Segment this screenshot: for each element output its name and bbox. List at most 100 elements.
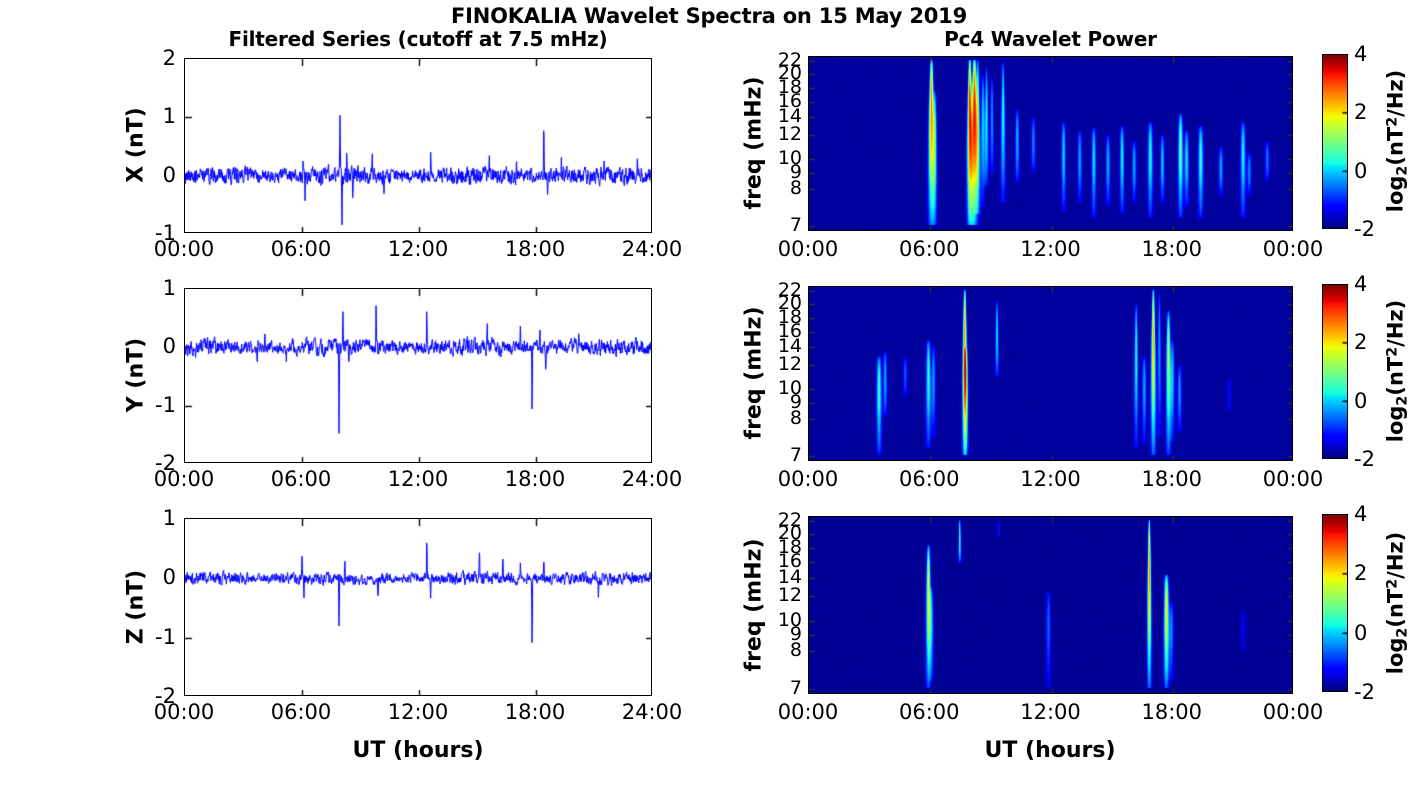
ftick-panel-y-wavelet-5: 12 bbox=[777, 352, 802, 375]
ftick-panel-y-wavelet-4: 14 bbox=[777, 335, 802, 358]
ytick-panel-z-series-3: -2 bbox=[155, 684, 176, 708]
colorbar-label-row1: log2(nT2/Hz) bbox=[1384, 70, 1411, 213]
cb-open: (nT bbox=[1383, 588, 1408, 628]
xtick-panel-y-wavelet-1: 06:00 bbox=[898, 467, 960, 491]
ytick-panel-y-series-0: 1 bbox=[162, 276, 176, 300]
cb-close: /Hz) bbox=[1383, 299, 1408, 347]
right-column-title: Pc4 Wavelet Power bbox=[944, 27, 1157, 51]
ftick-panel-x-wavelet-9: 7 bbox=[789, 213, 802, 236]
cbtick-row3-2: 0 bbox=[1354, 620, 1368, 645]
ftick-panel-y-wavelet-8: 8 bbox=[789, 407, 802, 430]
xlabel-left: UT (hours) bbox=[352, 738, 484, 763]
ftick-panel-y-wavelet-0: 22 bbox=[777, 279, 802, 302]
ftick-panel-z-wavelet-0: 22 bbox=[777, 509, 802, 532]
ytick-panel-y-series-3: -2 bbox=[155, 451, 176, 475]
xtick-panel-x-wavelet-2: 12:00 bbox=[1020, 237, 1081, 261]
plot-x-filtered-series bbox=[184, 58, 652, 233]
ftick-panel-z-wavelet-1: 20 bbox=[777, 521, 802, 544]
xtick-panel-x-series-0: 00:00 bbox=[153, 237, 215, 261]
cb-open: (nT bbox=[1383, 356, 1408, 396]
left-column-title: Filtered Series (cutoff at 7.5 mHz) bbox=[228, 27, 608, 51]
ftick-panel-z-wavelet-9: 7 bbox=[789, 676, 802, 699]
ytick-panel-x-series-1: 1 bbox=[162, 104, 176, 129]
xtick-panel-y-wavelet-0: 00:00 bbox=[777, 467, 839, 491]
ftick-panel-y-wavelet-3: 16 bbox=[777, 319, 802, 342]
xtick-panel-z-wavelet-4: 00:00 bbox=[1262, 700, 1324, 724]
xtick-panel-y-series-1: 06:00 bbox=[270, 467, 332, 491]
ftick-panel-x-wavelet-1: 20 bbox=[777, 61, 802, 84]
figure-title: FINOKALIA Wavelet Spectra on 15 May 2019 bbox=[451, 4, 967, 28]
ftick-panel-y-wavelet-6: 10 bbox=[777, 377, 802, 400]
ftick-panel-z-wavelet-6: 10 bbox=[777, 609, 802, 632]
ytick-panel-x-series-0: 2 bbox=[162, 46, 176, 70]
ftick-panel-x-wavelet-8: 8 bbox=[789, 177, 802, 200]
ftick-panel-y-wavelet-7: 9 bbox=[789, 391, 802, 414]
cbtick-row3-1: 2 bbox=[1354, 561, 1368, 586]
plot-y-wavelet-power bbox=[808, 286, 1293, 461]
xtick-panel-y-series-3: 18:00 bbox=[504, 467, 566, 491]
cbtick-row1-3: -2 bbox=[1354, 217, 1375, 241]
xtick-panel-x-series-2: 12:00 bbox=[387, 237, 449, 261]
xlabel-right: UT (hours) bbox=[984, 738, 1116, 763]
xtick-panel-z-series-0: 00:00 bbox=[153, 700, 215, 724]
cb-log-text: log bbox=[1383, 637, 1408, 675]
ftick-panel-z-wavelet-2: 18 bbox=[777, 536, 802, 559]
ftick-panel-z-wavelet-3: 16 bbox=[777, 550, 802, 573]
xtick-panel-z-wavelet-2: 12:00 bbox=[1020, 700, 1081, 724]
cbtick-row2-3: -2 bbox=[1354, 447, 1375, 471]
xtick-panel-y-wavelet-3: 18:00 bbox=[1141, 467, 1203, 491]
ytick-panel-y-series-1: 0 bbox=[162, 334, 176, 359]
xtick-panel-z-series-4: 24:00 bbox=[621, 700, 683, 724]
cbtick-row2-0: 4 bbox=[1354, 272, 1368, 296]
cbtick-row1-0: 4 bbox=[1354, 42, 1368, 66]
xtick-panel-y-wavelet-2: 12:00 bbox=[1020, 467, 1081, 491]
cbtick-row2-2: 0 bbox=[1354, 388, 1368, 413]
ftick-panel-y-wavelet-1: 20 bbox=[777, 291, 802, 314]
ftick-panel-z-wavelet-8: 8 bbox=[789, 639, 802, 662]
cb-sup: 2 bbox=[1384, 578, 1401, 589]
ftick-panel-y-wavelet-9: 7 bbox=[789, 443, 802, 466]
xtick-panel-y-series-2: 12:00 bbox=[387, 467, 449, 491]
colorbar-row3 bbox=[1322, 514, 1348, 692]
ytick-panel-z-series-0: 1 bbox=[162, 506, 176, 530]
colorbar-label-row3: log2(nT2/Hz) bbox=[1384, 532, 1411, 675]
xtick-panel-y-series-4: 24:00 bbox=[621, 467, 683, 491]
xtick-panel-x-series-1: 06:00 bbox=[270, 237, 332, 261]
cbtick-row1-2: 0 bbox=[1354, 158, 1368, 183]
cbtick-row2-1: 2 bbox=[1354, 330, 1368, 355]
cbtick-row3-0: 4 bbox=[1354, 502, 1368, 526]
xtick-panel-z-series-3: 18:00 bbox=[504, 700, 566, 724]
plot-x-wavelet-power bbox=[808, 56, 1293, 231]
cb-log-text: log bbox=[1383, 175, 1408, 213]
cbtick-row1-1: 2 bbox=[1354, 100, 1368, 125]
plot-z-wavelet-power bbox=[808, 516, 1293, 694]
cb-log-text: log bbox=[1383, 405, 1408, 443]
xtick-panel-z-wavelet-1: 06:00 bbox=[898, 700, 960, 724]
ytick-panel-z-series-2: -1 bbox=[155, 624, 176, 649]
xtick-panel-z-wavelet-3: 18:00 bbox=[1141, 700, 1203, 724]
cb-close: /Hz) bbox=[1383, 69, 1408, 117]
cb-open: (nT bbox=[1383, 126, 1408, 166]
ftick-panel-z-wavelet-4: 14 bbox=[777, 566, 802, 589]
colorbar-row1 bbox=[1322, 54, 1348, 229]
ftick-panel-x-wavelet-5: 12 bbox=[777, 122, 802, 145]
ftick-panel-z-wavelet-5: 12 bbox=[777, 584, 802, 607]
xtick-panel-x-wavelet-4: 00:00 bbox=[1262, 237, 1324, 261]
cb-log-sub: 2 bbox=[1394, 165, 1411, 176]
ytick-panel-x-series-2: 0 bbox=[162, 162, 176, 187]
ftick-panel-x-wavelet-3: 16 bbox=[777, 89, 802, 112]
cb-close: /Hz) bbox=[1383, 531, 1408, 579]
ftick-panel-x-wavelet-7: 9 bbox=[789, 161, 802, 184]
xtick-panel-x-series-4: 24:00 bbox=[621, 237, 683, 261]
ftick-panel-x-wavelet-6: 10 bbox=[777, 147, 802, 170]
xtick-panel-z-series-1: 06:00 bbox=[270, 700, 332, 724]
ftick-panel-z-wavelet-7: 9 bbox=[789, 623, 802, 646]
xtick-panel-y-wavelet-4: 00:00 bbox=[1262, 467, 1324, 491]
plot-y-filtered-series bbox=[184, 288, 652, 463]
ftick-panel-x-wavelet-4: 14 bbox=[777, 105, 802, 128]
ftick-panel-x-wavelet-2: 18 bbox=[777, 75, 802, 98]
ytick-panel-y-series-2: -1 bbox=[155, 392, 176, 417]
xtick-panel-x-series-3: 18:00 bbox=[504, 237, 566, 261]
cb-sup: 2 bbox=[1384, 346, 1401, 357]
